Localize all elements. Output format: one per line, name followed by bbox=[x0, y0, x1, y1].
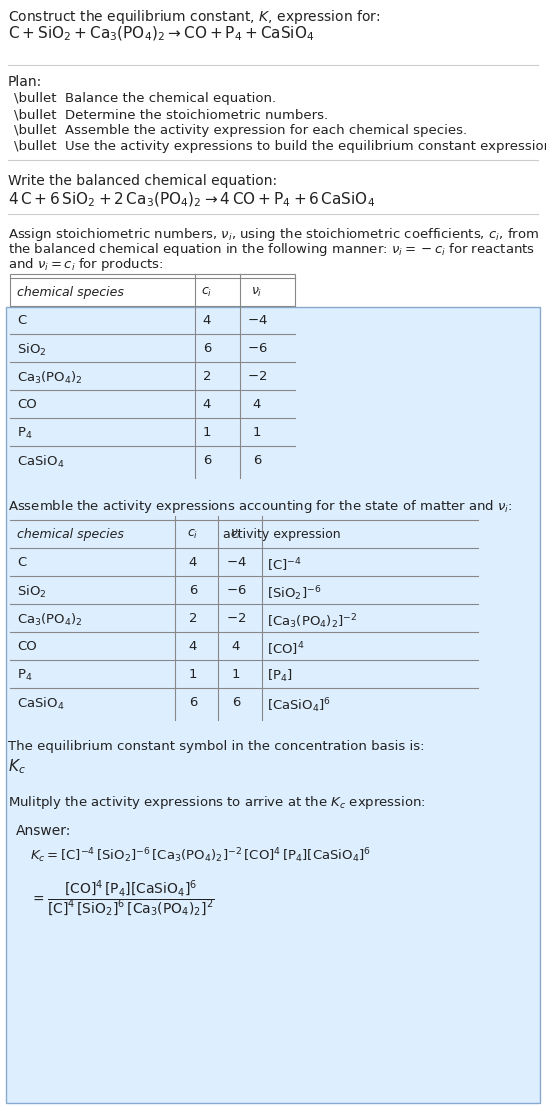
Text: \bullet  Use the activity expressions to build the equilibrium constant expressi: \bullet Use the activity expressions to … bbox=[14, 140, 546, 153]
Text: C: C bbox=[17, 314, 26, 327]
Text: Mulitply the activity expressions to arrive at the $K_c$ expression:: Mulitply the activity expressions to arr… bbox=[8, 794, 426, 811]
Text: $4\,\text{C} + 6\,\text{SiO}_2 + 2\,\text{Ca}_3(\text{PO}_4)_2 \rightarrow 4\,\t: $4\,\text{C} + 6\,\text{SiO}_2 + 2\,\tex… bbox=[8, 191, 375, 209]
Text: The equilibrium constant symbol in the concentration basis is:: The equilibrium constant symbol in the c… bbox=[8, 740, 424, 753]
Text: $c_i$: $c_i$ bbox=[187, 528, 199, 541]
Text: 6: 6 bbox=[232, 695, 240, 709]
Text: CO: CO bbox=[17, 398, 37, 411]
Text: Answer:: Answer: bbox=[16, 824, 72, 838]
Text: 4: 4 bbox=[253, 398, 261, 411]
Text: 6: 6 bbox=[189, 695, 197, 709]
Text: 2: 2 bbox=[189, 612, 197, 625]
Text: $[\text{P}_4]$: $[\text{P}_4]$ bbox=[267, 668, 293, 684]
Text: $-4$: $-4$ bbox=[225, 556, 246, 569]
Text: 2: 2 bbox=[203, 370, 211, 383]
Text: $-2$: $-2$ bbox=[247, 370, 267, 383]
Text: 6: 6 bbox=[253, 454, 261, 467]
Text: 4: 4 bbox=[203, 398, 211, 411]
Text: $\text{Ca}_3(\text{PO}_4)_2$: $\text{Ca}_3(\text{PO}_4)_2$ bbox=[17, 612, 83, 628]
Text: $K_c$: $K_c$ bbox=[8, 757, 26, 775]
Text: $K_c = [\text{C}]^{-4}\,[\text{SiO}_2]^{-6}\,[\text{Ca}_3(\text{PO}_4)_2]^{-2}\,: $K_c = [\text{C}]^{-4}\,[\text{SiO}_2]^{… bbox=[30, 845, 371, 864]
Text: $\nu_i$: $\nu_i$ bbox=[251, 286, 263, 299]
Text: 4: 4 bbox=[232, 640, 240, 653]
Text: activity expression: activity expression bbox=[223, 528, 341, 541]
Text: CO: CO bbox=[17, 640, 37, 653]
Text: \bullet  Determine the stoichiometric numbers.: \bullet Determine the stoichiometric num… bbox=[14, 108, 328, 121]
Text: $c_i$: $c_i$ bbox=[201, 286, 212, 299]
Text: the balanced chemical equation in the following manner: $\nu_i = -c_i$ for react: the balanced chemical equation in the fo… bbox=[8, 241, 535, 258]
Text: and $\nu_i = c_i$ for products:: and $\nu_i = c_i$ for products: bbox=[8, 256, 164, 273]
Text: $-6$: $-6$ bbox=[247, 342, 268, 356]
Text: 4: 4 bbox=[189, 640, 197, 653]
Text: 1: 1 bbox=[253, 426, 261, 439]
Text: 4: 4 bbox=[203, 314, 211, 327]
Text: chemical species: chemical species bbox=[17, 528, 124, 541]
Text: Assign stoichiometric numbers, $\nu_i$, using the stoichiometric coefficients, $: Assign stoichiometric numbers, $\nu_i$, … bbox=[8, 226, 539, 243]
Text: $\text{Ca}_3(\text{PO}_4)_2$: $\text{Ca}_3(\text{PO}_4)_2$ bbox=[17, 370, 83, 387]
Text: $[\text{Ca}_3(\text{PO}_4)_2]^{-2}$: $[\text{Ca}_3(\text{PO}_4)_2]^{-2}$ bbox=[267, 612, 358, 631]
Text: 4: 4 bbox=[189, 556, 197, 569]
Bar bbox=[10, 274, 295, 478]
Text: 1: 1 bbox=[189, 668, 197, 681]
Text: $-2$: $-2$ bbox=[226, 612, 246, 625]
Text: 6: 6 bbox=[203, 342, 211, 356]
Text: 1: 1 bbox=[203, 426, 211, 439]
Text: chemical species: chemical species bbox=[17, 286, 124, 299]
Text: $\text{C} + \text{SiO}_2 + \text{Ca}_3(\text{PO}_4)_2 \rightarrow \text{CO} + \t: $\text{C} + \text{SiO}_2 + \text{Ca}_3(\… bbox=[8, 26, 314, 43]
Text: $[\text{C}]^{-4}$: $[\text{C}]^{-4}$ bbox=[267, 556, 302, 573]
Text: $\text{CaSiO}_4$: $\text{CaSiO}_4$ bbox=[17, 454, 64, 470]
Text: $[\text{SiO}_2]^{-6}$: $[\text{SiO}_2]^{-6}$ bbox=[267, 584, 322, 602]
Text: $[\text{CO}]^4$: $[\text{CO}]^4$ bbox=[267, 640, 305, 658]
Text: \bullet  Balance the chemical equation.: \bullet Balance the chemical equation. bbox=[14, 92, 276, 106]
Text: $[\text{CaSiO}_4]^6$: $[\text{CaSiO}_4]^6$ bbox=[267, 695, 331, 714]
Text: C: C bbox=[17, 556, 26, 569]
Text: $= \dfrac{[\text{CO}]^4\,[\text{P}_4][\text{CaSiO}_4]^6}{[\text{C}]^4\,[\text{Si: $= \dfrac{[\text{CO}]^4\,[\text{P}_4][\t… bbox=[30, 879, 215, 919]
Text: \bullet  Assemble the activity expression for each chemical species.: \bullet Assemble the activity expression… bbox=[14, 124, 467, 137]
Text: 6: 6 bbox=[203, 454, 211, 467]
Text: Write the balanced chemical equation:: Write the balanced chemical equation: bbox=[8, 174, 277, 188]
Text: $\text{P}_4$: $\text{P}_4$ bbox=[17, 668, 32, 683]
Text: Construct the equilibrium constant, $K$, expression for:: Construct the equilibrium constant, $K$,… bbox=[8, 8, 381, 26]
Text: 6: 6 bbox=[189, 584, 197, 597]
Text: $\text{SiO}_2$: $\text{SiO}_2$ bbox=[17, 584, 46, 600]
Text: 1: 1 bbox=[232, 668, 240, 681]
Text: $\text{CaSiO}_4$: $\text{CaSiO}_4$ bbox=[17, 695, 64, 712]
Text: $-6$: $-6$ bbox=[225, 584, 246, 597]
Text: Assemble the activity expressions accounting for the state of matter and $\nu_i$: Assemble the activity expressions accoun… bbox=[8, 498, 513, 516]
Bar bbox=[10, 516, 478, 720]
Bar bbox=[6, 307, 540, 1103]
Text: Plan:: Plan: bbox=[8, 76, 42, 89]
Text: $\text{SiO}_2$: $\text{SiO}_2$ bbox=[17, 342, 46, 358]
Text: $-4$: $-4$ bbox=[247, 314, 268, 327]
Text: $\text{P}_4$: $\text{P}_4$ bbox=[17, 426, 32, 441]
Text: $\nu_i$: $\nu_i$ bbox=[230, 528, 242, 541]
